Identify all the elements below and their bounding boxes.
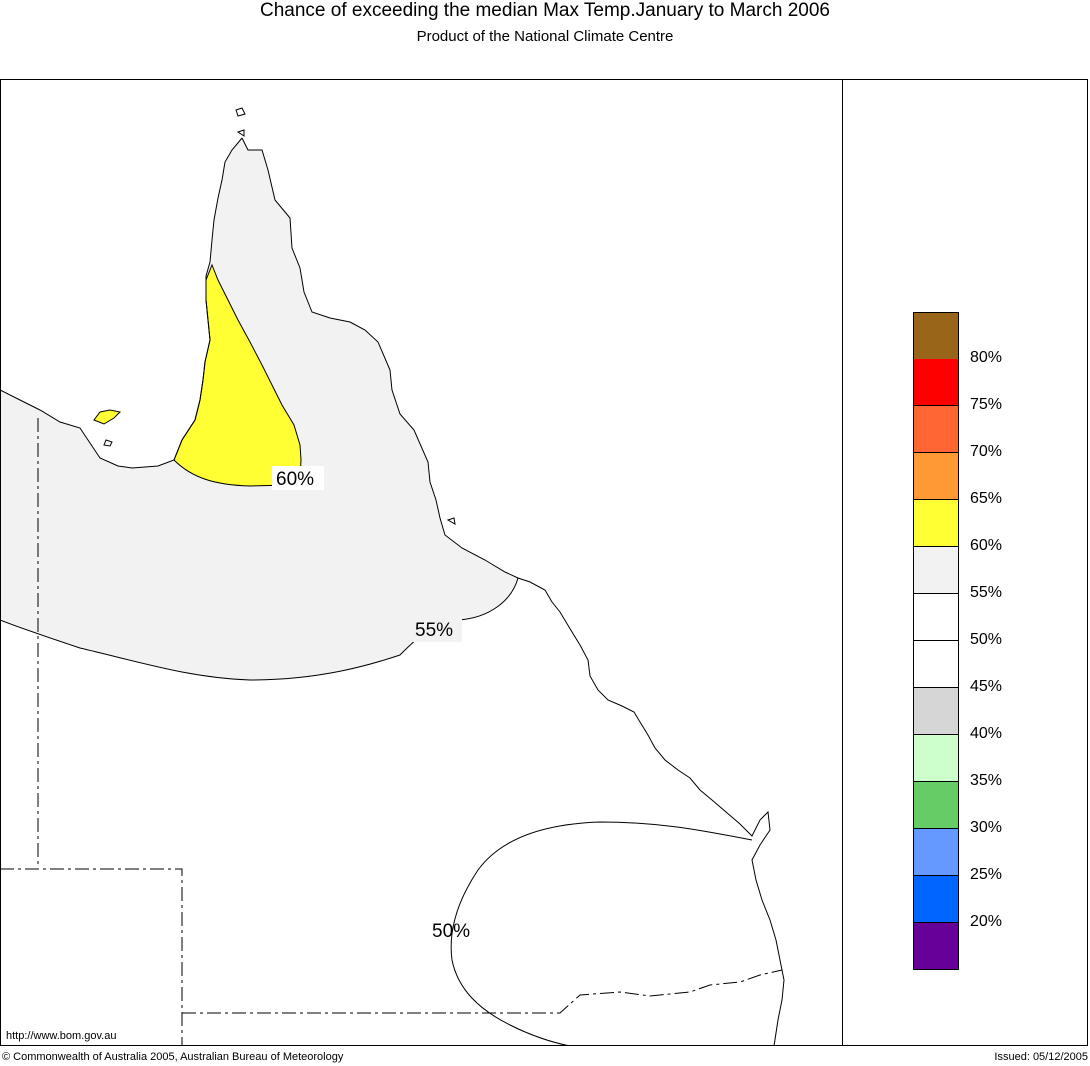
legend-label: 30% [970,819,1003,836]
legend-swatch [913,923,959,970]
legend-swatch [913,547,959,594]
contour-50 [450,821,753,1046]
island-small-2 [235,107,246,117]
legend-label: 60% [970,537,1003,554]
coastline [241,137,785,1046]
legend-label: 70% [970,443,1003,460]
legend-label: 75% [970,396,1003,413]
island-small-3 [236,129,245,137]
island-small-1 [103,439,113,447]
legend-label: 65% [970,490,1003,507]
contour-label-50: 50% [432,921,470,942]
state-border-sa [0,868,183,1046]
legend-label: 55% [970,584,1003,601]
legend-swatch [913,406,959,453]
legend-label: 20% [970,913,1003,930]
map-panel: 60% 55% 50% [0,79,843,1046]
legend-label: 50% [970,631,1003,648]
map-subtitle: Product of the National Climate Centre [416,28,674,45]
island-small-4 [446,517,456,525]
legend-label: 35% [970,772,1003,789]
legend-swatch [913,688,959,735]
island-mornington [93,409,122,425]
queensland-map: 60% 55% 50% [0,107,785,1046]
map-frame [0,79,1088,1046]
legend-swatch [913,876,959,923]
gulf-coastline [0,137,243,469]
contour-label-55: 55% [415,620,453,641]
legend-label: 40% [970,725,1003,742]
copyright-notice: © Commonwealth of Australia 2005, Austra… [2,1051,344,1063]
state-border-nsw [182,969,783,1014]
legend-swatch [913,500,959,547]
legend-label: 25% [970,866,1003,883]
legend-label: 45% [970,678,1003,695]
legend-swatch [913,359,959,406]
website-url: http://www.bom.gov.au [6,1030,117,1042]
legend-swatch [913,829,959,876]
legend-swatch [913,782,959,829]
legend-swatch [913,641,959,688]
legend-label: 80% [970,349,1003,366]
map-title: Chance of exceeding the median Max Temp.… [260,0,830,21]
label-bg-55 [412,618,462,642]
legend-divider [842,79,843,1046]
legend-swatch [913,594,959,641]
legend-swatch [913,453,959,500]
issued-date: Issued: 05/12/2005 [994,1051,1088,1063]
legend-swatch [913,312,959,360]
contour-label-60: 60% [276,469,314,490]
legend-swatch [913,735,959,782]
label-bg-60 [272,466,324,490]
